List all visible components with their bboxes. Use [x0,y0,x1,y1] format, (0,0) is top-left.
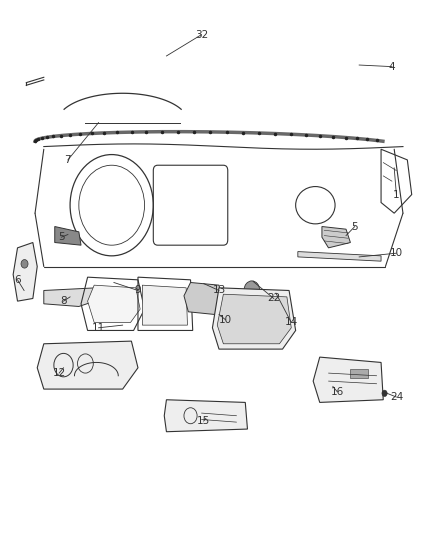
Polygon shape [322,227,350,248]
Text: 5: 5 [58,232,65,242]
Polygon shape [88,285,140,322]
Text: 1: 1 [393,190,400,199]
Polygon shape [184,282,223,314]
Polygon shape [164,400,247,432]
Bar [350,369,368,378]
Text: 13: 13 [212,286,226,295]
Polygon shape [298,252,381,261]
Text: 32: 32 [195,30,208,39]
Polygon shape [37,341,138,389]
Text: 10: 10 [219,315,232,325]
Text: 16: 16 [331,387,344,397]
Text: 10: 10 [390,248,403,258]
Polygon shape [55,227,81,245]
Text: 7: 7 [64,155,71,165]
Circle shape [382,390,387,397]
Text: 12: 12 [53,368,66,378]
Polygon shape [13,243,37,301]
Text: 4: 4 [389,62,396,71]
Text: 11: 11 [92,323,105,333]
Text: 15: 15 [197,416,210,426]
Polygon shape [313,357,383,402]
Text: 24: 24 [390,392,403,402]
Polygon shape [44,288,103,306]
Polygon shape [142,285,187,325]
Circle shape [21,260,28,268]
Text: 9: 9 [134,286,141,295]
Polygon shape [217,294,291,344]
Polygon shape [212,288,296,349]
Circle shape [244,281,260,300]
Text: 14: 14 [285,318,298,327]
Text: 8: 8 [60,296,67,306]
Text: 22: 22 [267,294,280,303]
Text: 6: 6 [14,275,21,285]
Text: 5: 5 [351,222,358,231]
